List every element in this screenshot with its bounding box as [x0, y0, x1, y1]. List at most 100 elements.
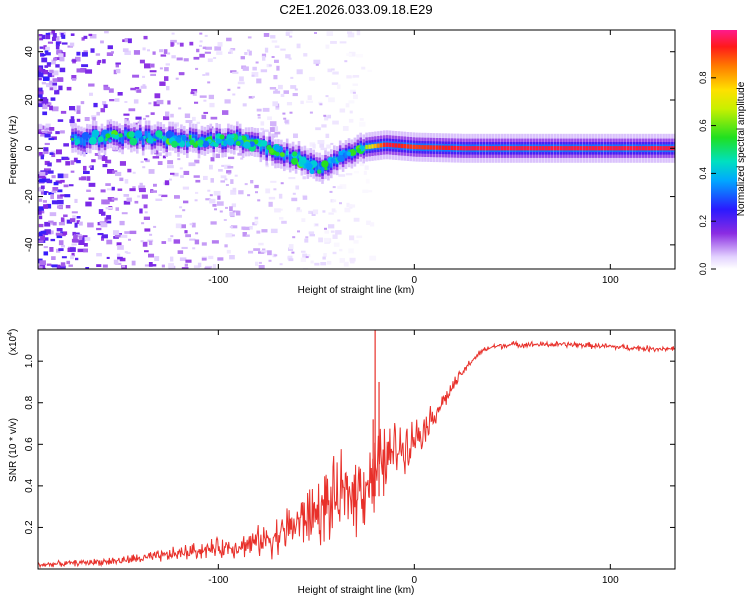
spectrogram-cell — [231, 234, 235, 237]
spectrogram-cell — [356, 54, 363, 58]
spectrogram-blob — [128, 131, 135, 138]
spectrogram-cell — [289, 35, 293, 38]
spectrogram-cell — [60, 179, 65, 183]
spectrogram-cell — [229, 211, 235, 216]
spectrogram-cell — [111, 197, 118, 201]
spectrogram-cell — [301, 250, 306, 253]
spectrogram-cell — [150, 73, 157, 77]
spectrogram-cell — [70, 255, 74, 260]
spectrogram-cell — [289, 111, 293, 114]
spectrogram-ridge-cell — [662, 146, 665, 151]
spectrogram-cell — [85, 201, 92, 207]
spectrogram-cell — [350, 260, 355, 264]
spectrogram-cell — [353, 94, 358, 100]
spectrogram-cell — [39, 215, 43, 220]
spectrogram-cell — [268, 201, 273, 207]
spectrogram-cell — [185, 234, 191, 238]
spectrogram-cell — [51, 59, 56, 65]
spectrogram-cell — [209, 194, 213, 197]
spectrogram-cell — [213, 190, 221, 196]
spectrogram-cell — [68, 264, 73, 267]
spectrogram-cell — [292, 192, 296, 195]
x-tick-label: 0 — [412, 275, 418, 286]
spectrogram-cell — [52, 70, 59, 76]
spectrogram-cell — [47, 41, 54, 44]
spectrogram-panel: -100 0 100 -40 -20 0 20 40 Height of straight l… — [8, 29, 676, 296]
spectrogram-cell — [105, 159, 112, 164]
spectrogram-cell — [232, 210, 236, 213]
spectrogram-cell — [291, 251, 295, 254]
spectrogram-ridge-cell — [444, 145, 448, 150]
spectrogram-cell — [309, 76, 315, 81]
spectrogram-cell — [176, 42, 180, 45]
spectrogram-cell — [337, 185, 343, 189]
spectrogram-cell — [312, 209, 319, 215]
spectrogram-cell — [114, 98, 120, 102]
spectrogram-cell — [195, 232, 199, 235]
spectrogram-cell — [48, 80, 53, 85]
spectrogram-cell — [159, 67, 163, 70]
spectrogram-cell — [124, 251, 128, 254]
spectrogram-cell — [164, 67, 169, 72]
spectrogram-cell — [175, 223, 182, 229]
spectrogram-cell — [285, 32, 290, 36]
spectrogram-cell — [38, 78, 42, 81]
spectrogram-cell — [56, 159, 62, 163]
spectrogram-ridge-cell — [435, 145, 439, 150]
spectrogram-cell — [170, 42, 174, 47]
spectrogram-ridge-cell — [259, 145, 263, 150]
spectrogram-cell — [55, 41, 60, 47]
spectrogram-cell — [318, 237, 323, 243]
spectrogram-ridge-cell — [497, 146, 501, 151]
spectrogram-cell — [81, 37, 85, 41]
spectrogram-cell — [230, 70, 237, 73]
spectrogram-ridge-cell — [465, 146, 468, 151]
spectrogram-cell — [325, 95, 329, 98]
spectrogram-cell — [50, 194, 54, 200]
spectrogram-cell — [303, 53, 308, 57]
spectrogram-cell — [339, 248, 343, 252]
spectrogram-cell — [78, 240, 85, 246]
spectrogram-ridge-cell — [512, 146, 515, 151]
spectrogram-cell — [279, 263, 283, 266]
spectrogram-cell — [322, 210, 326, 213]
spectrogram-cell — [107, 197, 115, 202]
spectrogram-cell — [107, 45, 113, 50]
spectrogram-cell — [258, 261, 262, 264]
spectrogram-cell — [333, 242, 340, 247]
spectrogram-cell — [126, 197, 132, 202]
spectrogram-ridge-cell — [415, 144, 418, 150]
spectrogram-ridge-cell — [83, 139, 86, 145]
spectrogram-cell — [343, 261, 349, 267]
spectrogram-cell — [139, 208, 143, 214]
spectrogram-cell — [324, 115, 329, 121]
spectrogram-cell — [242, 66, 249, 71]
spectrogram-ridge-cell — [612, 146, 615, 151]
spectrogram-cell — [148, 240, 153, 246]
spectrogram-cell — [220, 180, 225, 183]
spectrogram-cell — [255, 191, 258, 194]
spectrogram-cell — [208, 255, 214, 260]
y-tick-label: 20 — [24, 94, 35, 106]
spectrogram-ridge-cell — [574, 146, 577, 151]
spectrogram-cell — [44, 229, 51, 234]
spectrogram-cell — [349, 110, 353, 114]
spectrogram-cell — [71, 211, 78, 214]
spectrogram-ridge-cell — [491, 146, 495, 151]
spectrogram-cell — [330, 142, 334, 145]
spectrogram-blob — [197, 139, 204, 146]
spectrogram-ridge-cell — [606, 146, 609, 151]
spectrogram-cell — [295, 185, 300, 190]
spectrogram-blob — [243, 141, 251, 149]
spectrogram-ridge-cell — [136, 136, 139, 142]
spectrogram-cell — [39, 152, 43, 156]
spectrogram-cell — [100, 40, 104, 44]
spectrogram-ridge-cell — [330, 161, 333, 166]
spectrogram-cell — [63, 157, 70, 161]
spectrogram-cell — [361, 66, 366, 70]
spectrogram-cell — [305, 236, 309, 239]
spectrogram-cell — [61, 256, 67, 259]
spectrogram-axes: -100 0 100 -40 -20 0 20 40 — [24, 30, 675, 286]
spectrogram-cell — [40, 185, 45, 189]
spectrogram-cell — [274, 208, 281, 213]
